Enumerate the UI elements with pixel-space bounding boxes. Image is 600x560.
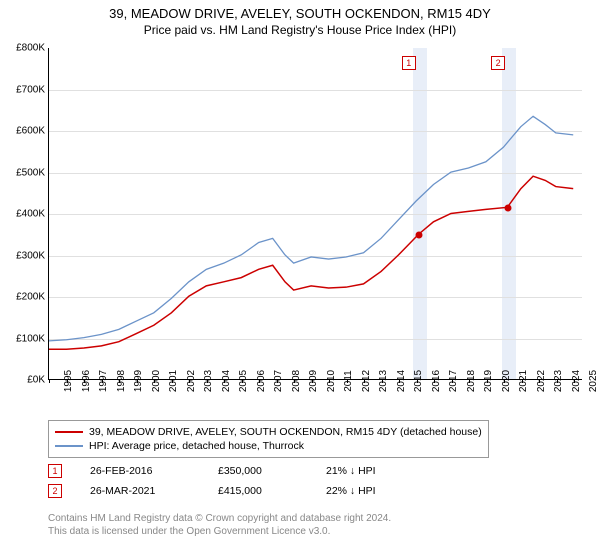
y-axis-label: £200K bbox=[16, 292, 45, 303]
gridline bbox=[49, 173, 582, 174]
sale-marker-box: 1 bbox=[402, 56, 416, 70]
y-axis-label: £100K bbox=[16, 333, 45, 344]
y-axis-label: £0K bbox=[27, 375, 45, 386]
legend-label: 39, MEADOW DRIVE, AVELEY, SOUTH OCKENDON… bbox=[89, 426, 482, 438]
series-property bbox=[49, 176, 573, 349]
sale-point-dot bbox=[505, 204, 512, 211]
sale-record-row: 1 26-FEB-2016 £350,000 21% ↓ HPI bbox=[48, 464, 426, 478]
sale-vs-hpi: 22% ↓ HPI bbox=[326, 485, 426, 497]
footer-line-2: This data is licensed under the Open Gov… bbox=[48, 525, 391, 538]
legend-item: HPI: Average price, detached house, Thur… bbox=[55, 439, 482, 453]
sale-price: £350,000 bbox=[218, 465, 298, 477]
gridline bbox=[49, 256, 582, 257]
legend-swatch bbox=[55, 431, 83, 433]
y-axis-label: £300K bbox=[16, 250, 45, 261]
gridline bbox=[49, 131, 582, 132]
chart-title: 39, MEADOW DRIVE, AVELEY, SOUTH OCKENDON… bbox=[0, 0, 600, 23]
y-axis-label: £600K bbox=[16, 126, 45, 137]
footer-line-1: Contains HM Land Registry data © Crown c… bbox=[48, 512, 391, 525]
sale-vs-hpi: 21% ↓ HPI bbox=[326, 465, 426, 477]
sale-point-dot bbox=[416, 231, 423, 238]
y-axis-label: £500K bbox=[16, 167, 45, 178]
sale-marker-box: 2 bbox=[491, 56, 505, 70]
legend-box: 39, MEADOW DRIVE, AVELEY, SOUTH OCKENDON… bbox=[48, 420, 489, 458]
chart-plot-area: £0K£100K£200K£300K£400K£500K£600K£700K£8… bbox=[48, 48, 582, 380]
chart-subtitle: Price paid vs. HM Land Registry's House … bbox=[0, 23, 600, 37]
gridline bbox=[49, 297, 582, 298]
legend-item: 39, MEADOW DRIVE, AVELEY, SOUTH OCKENDON… bbox=[55, 425, 482, 439]
y-axis-label: £400K bbox=[16, 209, 45, 220]
sale-record-row: 2 26-MAR-2021 £415,000 22% ↓ HPI bbox=[48, 484, 426, 498]
gridline bbox=[49, 90, 582, 91]
sales-table: 1 26-FEB-2016 £350,000 21% ↓ HPI 2 26-MAR-202… bbox=[48, 464, 426, 504]
series-hpi bbox=[49, 116, 573, 341]
gridline bbox=[49, 214, 582, 215]
gridline bbox=[49, 339, 582, 340]
x-axis-label: 2025 bbox=[574, 370, 599, 392]
sale-price: £415,000 bbox=[218, 485, 298, 497]
legend-label: HPI: Average price, detached house, Thur… bbox=[89, 440, 304, 452]
sale-date: 26-MAR-2021 bbox=[90, 485, 190, 497]
sale-marker-ref: 1 bbox=[48, 464, 62, 478]
legend-swatch bbox=[55, 445, 83, 447]
y-axis-label: £700K bbox=[16, 84, 45, 95]
sale-date: 26-FEB-2016 bbox=[90, 465, 190, 477]
footer-attribution: Contains HM Land Registry data © Crown c… bbox=[48, 512, 391, 538]
y-axis-label: £800K bbox=[16, 43, 45, 54]
sale-marker-ref: 2 bbox=[48, 484, 62, 498]
